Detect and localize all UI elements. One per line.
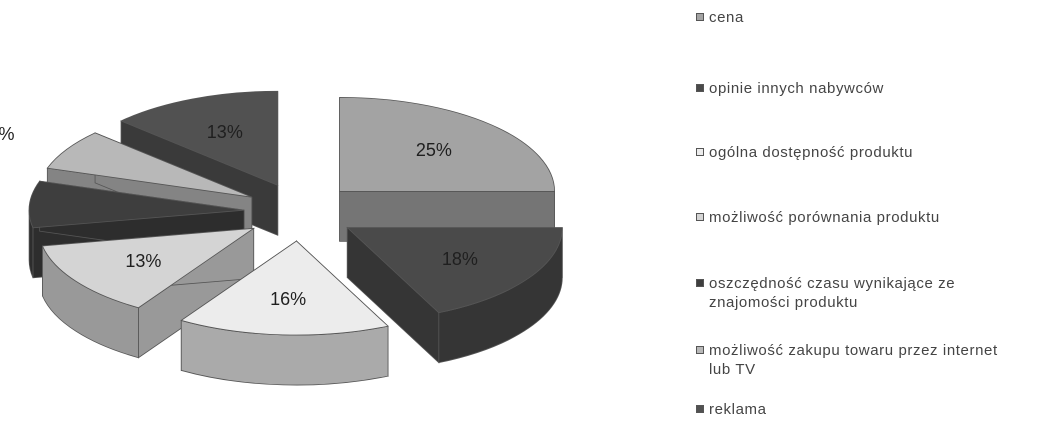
legend-item-oszczednosc: oszczędność czasu wynikające ze znajomoś… [696, 274, 1019, 312]
legend-label: opinie innych nabywców [709, 80, 884, 97]
pie-value-label-1: 25% [416, 140, 452, 160]
legend-label: cena [709, 9, 744, 26]
legend-swatch-porownanie [696, 213, 704, 221]
pie-slice-top-2 [346, 227, 563, 314]
legend-swatch-dostepnosc [696, 148, 704, 156]
pie-slice-top-3 [180, 240, 389, 336]
legend-item-dostepnosc: ogólna dostępność produktu [696, 143, 1029, 162]
legend-swatch-opinie [696, 84, 704, 92]
legend-swatch-oszczednosc [696, 279, 704, 287]
legend-item-opinie: opinie innych nabywców [696, 79, 1029, 98]
pie-value-label-4: 13% [125, 251, 161, 271]
pie-value-label-2: 18% [442, 249, 478, 269]
pie-slice-top-7 [120, 90, 279, 186]
legend-swatch-reklama [696, 405, 704, 413]
legend-item-cena: cena [696, 8, 1029, 27]
legend-label: możliwość zakupu towaru przez internet l… [709, 342, 998, 378]
pie-value-label-7: 13% [207, 122, 243, 142]
legend-label: ogólna dostępność produktu [709, 144, 914, 161]
pie-slice-top-5 [28, 180, 245, 229]
legend-swatch-cena [696, 13, 704, 21]
legend-item-porownanie: możliwość porównania produktu [696, 208, 1029, 227]
legend-item-zakup: możliwość zakupu towaru przez internet l… [696, 341, 999, 379]
pie-slice-top-1 [339, 97, 555, 192]
pie-slice-tops [28, 90, 563, 336]
pie-value-label-3: 16% [270, 289, 306, 309]
legend-item-reklama: reklama [696, 400, 1029, 419]
pie-slice-top-4 [41, 227, 256, 309]
pie-chart-plot: 25%18%16%13%8%7%13% [0, 90, 563, 386]
legend-swatch-zakup [696, 346, 704, 354]
legend-label: możliwość porównania produktu [709, 209, 940, 226]
legend-label: reklama [709, 401, 767, 418]
legend-label: oszczędność czasu wynikające ze znajomoś… [709, 275, 956, 311]
chart-legend: cena opinie innych nabywców ogólna dostę… [696, 0, 1036, 424]
pie-slice-top-6 [46, 132, 252, 198]
pie-value-label-6: 7% [0, 124, 15, 144]
